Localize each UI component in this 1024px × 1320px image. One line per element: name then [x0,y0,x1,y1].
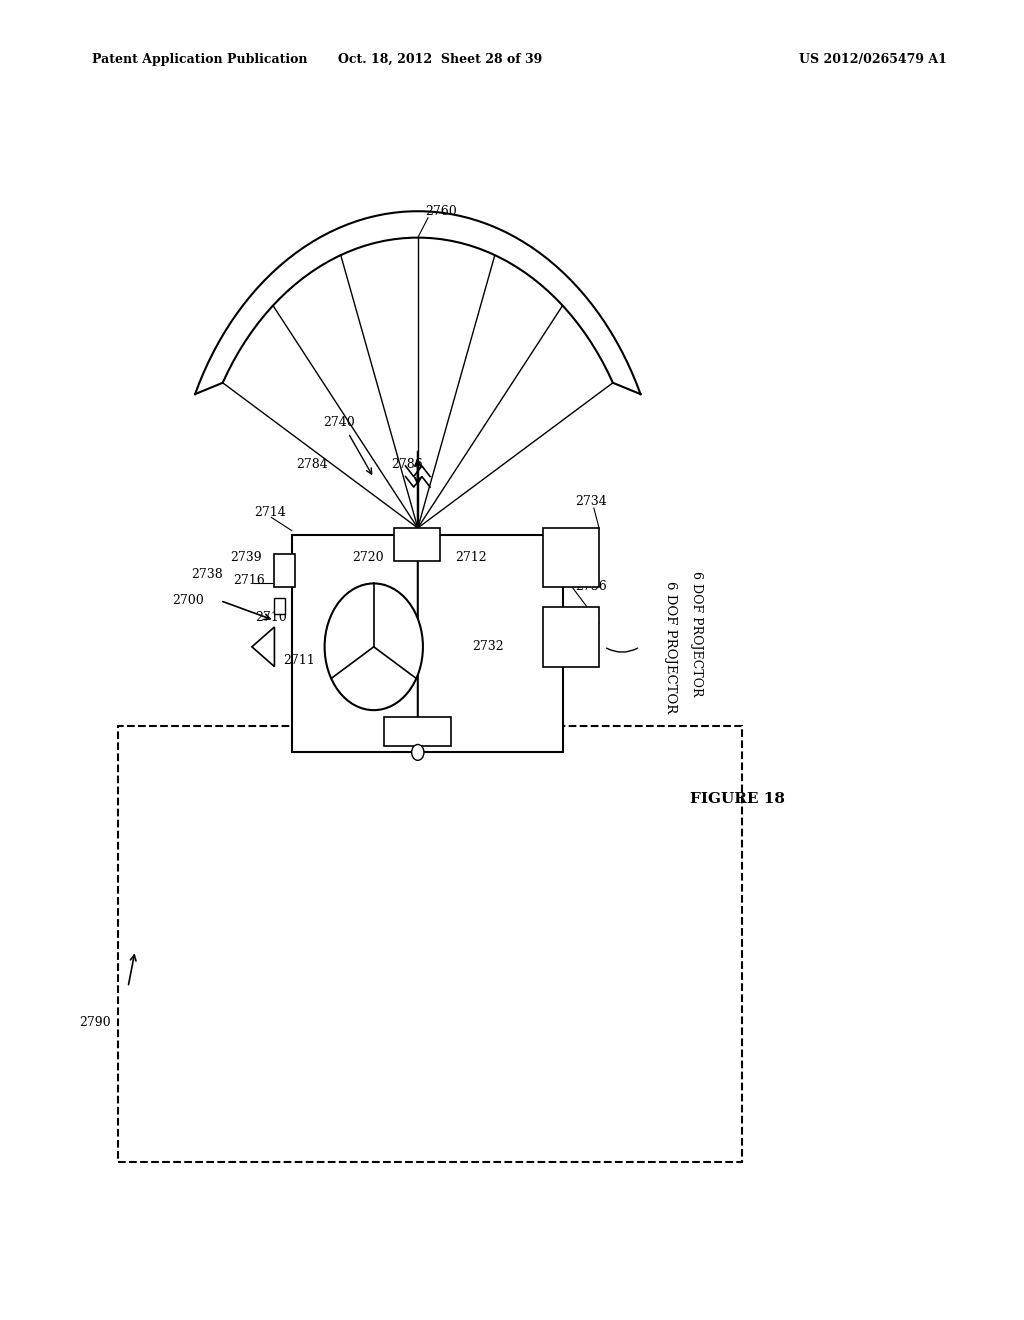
Bar [394,528,440,561]
Text: 2739: 2739 [230,550,262,564]
Text: 2738: 2738 [191,568,223,581]
Bar [543,607,599,667]
Circle shape [325,583,423,710]
Text: 2710: 2710 [255,611,287,624]
Text: US 2012/0265479 A1: US 2012/0265479 A1 [799,53,946,66]
Text: 2700: 2700 [172,594,204,607]
Text: 2734: 2734 [575,495,607,508]
Text: 2786: 2786 [391,458,423,471]
Text: 2736: 2736 [575,579,607,593]
Text: FIGURE 18: FIGURE 18 [690,792,784,805]
Bar [274,598,285,614]
Text: 2714: 2714 [254,506,286,519]
Bar [274,554,295,587]
Text: 2760: 2760 [425,205,457,218]
Text: Patent Application Publication: Patent Application Publication [92,53,307,66]
Text: 2711: 2711 [284,653,315,667]
Bar [292,535,563,752]
Text: 2784: 2784 [296,458,328,471]
Bar [543,528,599,587]
Text: 2720: 2720 [352,550,384,564]
Text: 2740: 2740 [324,416,355,429]
Bar [384,717,451,746]
Text: 2732: 2732 [472,640,504,653]
Text: 2716: 2716 [233,574,265,587]
Text: Oct. 18, 2012  Sheet 28 of 39: Oct. 18, 2012 Sheet 28 of 39 [338,53,543,66]
Polygon shape [252,627,274,667]
Circle shape [412,744,424,760]
Text: 6 DOF PROJECTOR: 6 DOF PROJECTOR [665,581,677,713]
Text: 6 DOF PROJECTOR: 6 DOF PROJECTOR [690,570,702,697]
Text: 2712: 2712 [456,550,487,564]
Bar [118,726,742,1162]
Text: 2790: 2790 [79,1016,111,1030]
